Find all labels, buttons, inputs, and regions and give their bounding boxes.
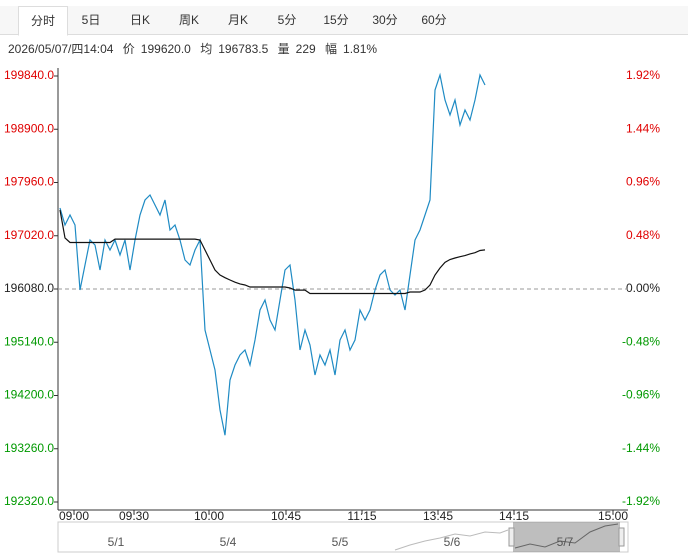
x-tick-label: 15:00 [598,509,628,523]
avg-label: 均 [200,42,213,56]
price-label: 价 [122,42,135,56]
navigator-handle[interactable] [618,527,625,547]
tab[interactable]: 60分 [421,13,447,27]
x-tick-label: 09:00 [59,509,89,523]
tab[interactable]: 15分 [323,13,349,27]
x-tick-label: 10:00 [194,509,224,523]
navigator-label: 5/6 [444,535,461,549]
y-tick-label: 195140.0 [4,334,54,348]
range-label: 幅 [325,42,338,56]
y2-tick-label: -1.44% [622,441,660,455]
volume-label: 量 [277,42,290,56]
volume: 229 [295,42,316,56]
tab[interactable]: 月K [227,13,248,27]
y-tick-label: 197960.0 [4,175,54,189]
tab[interactable]: 5分 [277,13,297,27]
tab[interactable]: 分时 [18,6,68,36]
y-tick-label: 198900.0 [4,121,54,135]
navigator-label: 5/1 [108,535,125,549]
x-tick-label: 14:15 [499,509,529,523]
x-tick-label: 13:45 [423,509,453,523]
tab[interactable]: 5日 [81,13,101,27]
y2-tick-label: -0.96% [622,388,660,402]
navigator-sparkline [514,523,619,549]
tab[interactable]: 30分 [372,13,398,27]
navigator-handle[interactable] [508,527,515,547]
y-tick-label: 193260.0 [4,441,54,455]
navigator-label: 5/7 [557,535,574,549]
datetime: 2026/05/07/四14:04 [8,42,114,56]
tab[interactable]: 日K [129,13,150,27]
y2-tick-label: 0.48% [626,228,660,242]
y-tick-label: 199840.0 [4,68,54,82]
tab[interactable]: 周K [178,13,199,27]
x-tick-label: 09:30 [119,509,149,523]
y2-tick-label: 1.44% [626,121,660,135]
x-tick-label: 11:15 [347,509,376,523]
x-tick-label: 10:45 [271,509,301,523]
y-tick-label: 196080.0 [4,281,54,295]
avg: 196783.5 [218,42,269,56]
y2-tick-label: 0.00% [626,281,660,295]
navigator-label: 5/4 [220,535,237,549]
tab-bar: 分时 5日 日K 周K 月K 5分 15分 30分 60分 [0,6,688,36]
price-line [59,209,486,295]
y2-tick-label: -1.92% [622,494,660,508]
range: 1.81% [343,42,378,56]
y-tick-label: 192320.0 [4,494,54,508]
price: 199620.0 [140,42,191,56]
navigator-label: 5/5 [332,535,349,549]
y-tick-label: 197020.0 [4,228,54,242]
y2-tick-label: 1.92% [626,68,660,82]
y2-tick-label: 0.96% [626,175,660,189]
navigator-sparkline [394,529,509,551]
price-line [59,72,486,436]
y2-tick-label: -0.48% [622,334,660,348]
y-tick-label: 194200.0 [4,388,54,402]
